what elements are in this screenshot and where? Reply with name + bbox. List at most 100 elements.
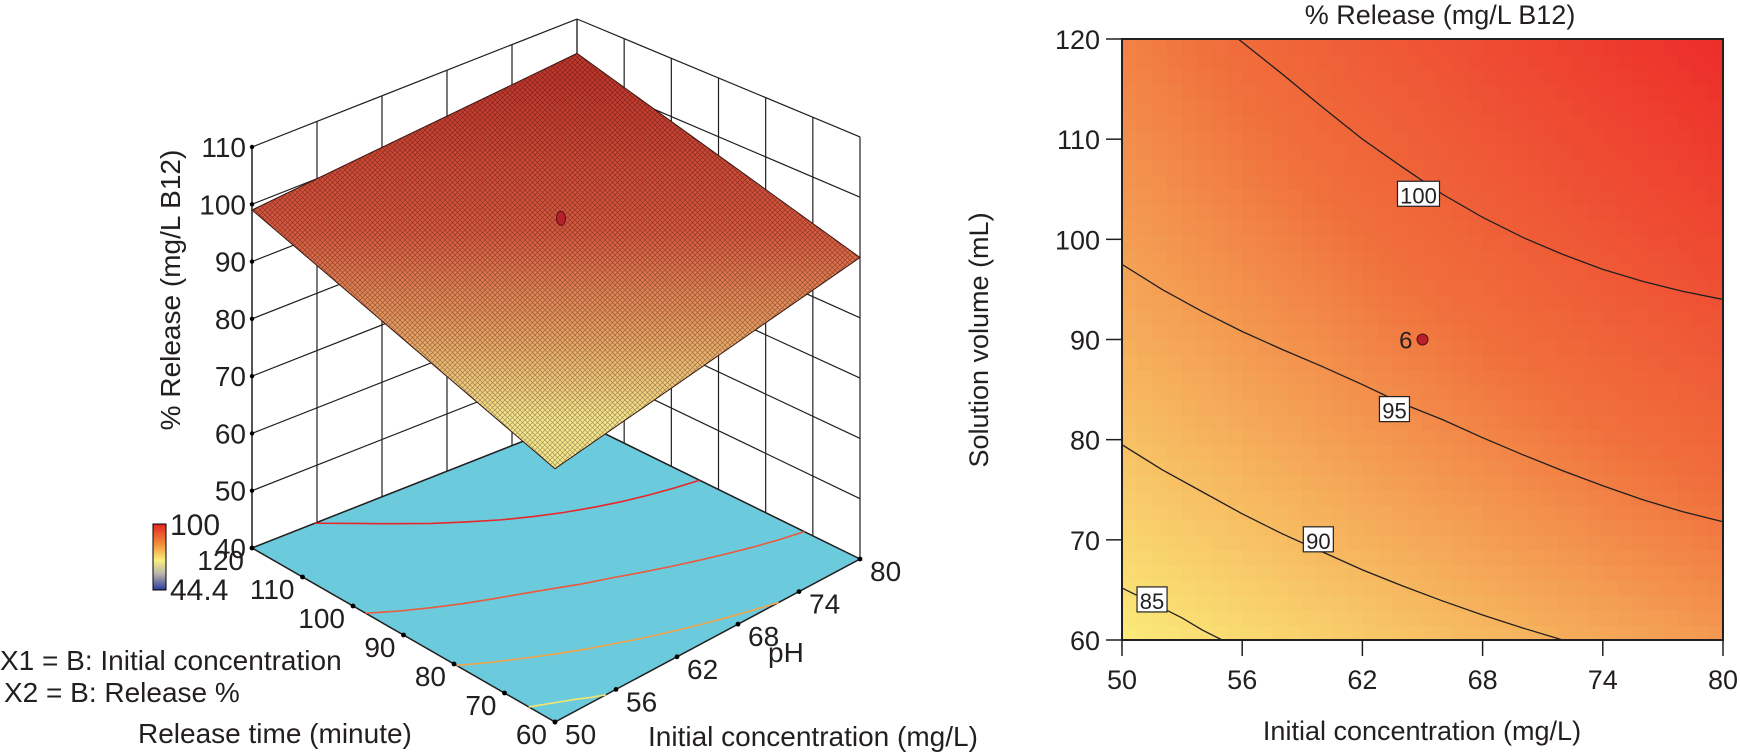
- fill-cell: [1332, 534, 1348, 551]
- fill-cell: [1692, 324, 1709, 341]
- fill-cell: [1197, 324, 1213, 341]
- fill-cell: [1662, 384, 1679, 401]
- fill-cell: [1512, 354, 1529, 371]
- wall-gridline: [251, 18, 578, 148]
- fill-cell: [1512, 144, 1529, 160]
- fill-cell: [1137, 114, 1153, 130]
- fill-cell: [1377, 354, 1394, 371]
- fill-cell: [1197, 474, 1213, 491]
- fill-cell: [1632, 264, 1649, 281]
- fill-cell: [1662, 474, 1679, 491]
- fill-cell: [1197, 624, 1213, 640]
- fill-cell: [1302, 384, 1318, 401]
- fill-cell: [1692, 354, 1709, 371]
- fill-cell: [1497, 54, 1514, 70]
- fill-cell: [1512, 564, 1529, 581]
- fill-cell: [1392, 219, 1409, 235]
- fill-cell: [1452, 189, 1469, 205]
- fill-cell: [1542, 99, 1559, 115]
- fill-cell: [1152, 459, 1168, 476]
- fill-cell: [1197, 84, 1213, 100]
- fill-cell: [1182, 579, 1198, 596]
- fill-cell: [1707, 534, 1723, 551]
- fill-cell: [1272, 339, 1288, 356]
- fill-cell: [1572, 159, 1589, 175]
- fill-cell: [1482, 39, 1499, 55]
- fill-cell: [1497, 579, 1514, 596]
- fill-cell: [1317, 474, 1333, 491]
- fill-cell: [1632, 114, 1649, 130]
- fill-cell: [1542, 294, 1559, 311]
- fill-cell: [1647, 294, 1664, 311]
- fill-cell: [1257, 429, 1273, 446]
- fill-cell: [1212, 249, 1228, 265]
- fill-cell: [1227, 189, 1243, 205]
- fill-cell: [1527, 279, 1544, 296]
- fill-cell: [1287, 459, 1303, 476]
- fill-cell: [1197, 234, 1213, 250]
- fill-cell: [1497, 324, 1514, 341]
- fill-cell: [1317, 564, 1333, 581]
- fill-cell: [1542, 489, 1559, 506]
- contour-line-95: [1122, 263, 1723, 523]
- fill-cell: [1677, 309, 1694, 326]
- fill-cell: [1317, 114, 1333, 130]
- fill-cell: [1347, 174, 1364, 190]
- fill-cell: [1137, 264, 1153, 281]
- fill-cell: [1392, 549, 1409, 566]
- fill-cell: [1272, 534, 1288, 551]
- fill-cell: [1602, 144, 1619, 160]
- fill-cell: [1317, 204, 1333, 220]
- fill-cell: [1272, 504, 1288, 521]
- fill-cell: [1707, 324, 1723, 341]
- fill-cell: [1272, 519, 1288, 536]
- fill-cell: [1407, 204, 1424, 220]
- fill-cell: [1587, 219, 1604, 235]
- fill-cell: [1122, 579, 1138, 596]
- fill-cell: [1512, 174, 1529, 190]
- fill-cell: [1632, 444, 1649, 461]
- fill-cell: [1377, 54, 1394, 70]
- fill-cell: [1647, 474, 1664, 491]
- fill-cell: [1287, 474, 1303, 491]
- fill-cell: [1362, 594, 1379, 611]
- fill-cell: [1602, 609, 1619, 626]
- fill-cell: [1182, 249, 1198, 265]
- fill-cell: [1407, 84, 1424, 100]
- fill-cell: [1137, 234, 1153, 250]
- fill-cell: [1362, 159, 1379, 175]
- fill-cell: [1392, 534, 1409, 551]
- fill-cell: [1287, 204, 1303, 220]
- fill-cell: [1377, 279, 1394, 296]
- fill-cell: [1167, 369, 1183, 386]
- fill-cell: [1272, 189, 1288, 205]
- fill-cell: [1152, 69, 1168, 85]
- fill-cell: [1137, 444, 1153, 461]
- fill-cell: [1242, 609, 1258, 626]
- fill-cell: [1497, 489, 1514, 506]
- fill-cell: [1692, 519, 1709, 536]
- fill-cell: [1302, 39, 1318, 55]
- fill-cell: [1512, 189, 1529, 205]
- fill-cell: [1452, 264, 1469, 281]
- fill-cell: [1392, 429, 1409, 446]
- fill-cell: [1362, 519, 1379, 536]
- fill-cell: [1362, 174, 1379, 190]
- fill-cell: [1557, 549, 1574, 566]
- fill-cell: [1572, 39, 1589, 55]
- fill-cell: [1137, 369, 1153, 386]
- fill-cell: [1677, 84, 1694, 100]
- fill-cell: [1482, 129, 1499, 145]
- fill-cell: [1527, 594, 1544, 611]
- fill-cell: [1407, 219, 1424, 235]
- fill-cell: [1452, 549, 1469, 566]
- fill-cell: [1707, 159, 1723, 175]
- fill-cell: [1422, 534, 1439, 551]
- fill-cell: [1662, 324, 1679, 341]
- fill-cell: [1377, 39, 1394, 55]
- fill-cell: [1152, 294, 1168, 311]
- fill-cell: [1332, 504, 1348, 521]
- fill-cell: [1707, 384, 1723, 401]
- fill-cell: [1257, 324, 1273, 341]
- fill-cell: [1572, 309, 1589, 326]
